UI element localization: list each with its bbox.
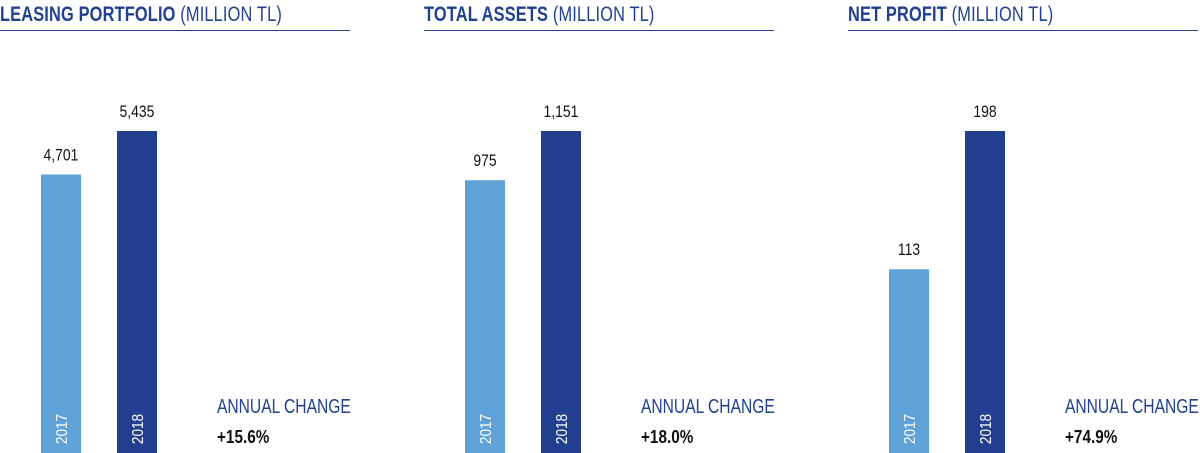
leasing-portfolio-chart: 4,701 2017 5,435 2018 [41,103,157,453]
chart-title-unit: (MILLION TL) [180,3,282,26]
chart-title-unit: (MILLION TL) [552,3,655,26]
data-label: 113 [898,241,920,260]
title-rule [424,30,774,31]
annual-change-label: ANNUAL CHANGE [1065,396,1199,418]
bar-2017 [889,269,929,453]
annual-change-value: +18.0% [641,427,694,447]
annual-change-label: ANNUAL CHANGE [641,396,775,418]
bar-group-2017: 113 2017 [889,241,929,453]
title-rule [0,30,350,31]
bar-2018 [965,131,1005,453]
data-label: 5,435 [120,103,155,122]
total-assets-panel: TOTAL ASSETS (MILLION TL) 975 2017 1,151 20… [424,0,776,453]
data-label: 1,151 [544,103,579,122]
title-rule [848,30,1198,31]
chart-title-unit: (MILLION TL) [951,3,1054,26]
bar-group-2018: 5,435 2018 [117,103,157,453]
category-label: 2018 [554,414,571,444]
category-label: 2017 [54,414,71,444]
bar-2017 [41,174,81,453]
chart-title: TOTAL ASSETS (MILLION TL) [424,3,655,27]
bar-2018 [541,131,581,453]
bar-group-2017: 975 2017 [465,152,505,453]
chart-title: LEASING PORTFOLIO (MILLION TL) [0,3,282,27]
bar-group-2018: 1,151 2018 [541,103,581,453]
chart-title-main: TOTAL ASSETS [424,3,549,26]
data-label: 975 [473,152,496,171]
bar-group-2018: 198 2018 [965,103,1005,453]
category-label: 2017 [478,414,495,444]
chart-title: NET PROFIT (MILLION TL) [848,3,1053,27]
bar-2018 [117,131,157,453]
bar-2017 [465,180,505,453]
chart-title-main: NET PROFIT [848,3,947,26]
annual-change-label: ANNUAL CHANGE [217,396,351,418]
bar-group-2017: 4,701 2017 [41,146,81,453]
annual-change-value: +15.6% [217,427,270,447]
category-label: 2018 [978,414,995,444]
data-label: 198 [973,103,996,122]
chart-title-main: LEASING PORTFOLIO [0,3,176,26]
net-profit-chart: 113 2017 198 2018 [889,103,1005,453]
leasing-portfolio-panel: LEASING PORTFOLIO (MILLION TL) 4,701 2017… [0,0,352,453]
net-profit-panel: NET PROFIT (MILLION TL) 113 2017 198 2018 A… [848,0,1200,453]
total-assets-chart: 975 2017 1,151 2018 [465,103,581,453]
category-label: 2017 [902,414,919,444]
data-label: 4,701 [44,146,79,165]
category-label: 2018 [130,414,147,444]
annual-change-value: +74.9% [1065,427,1118,447]
